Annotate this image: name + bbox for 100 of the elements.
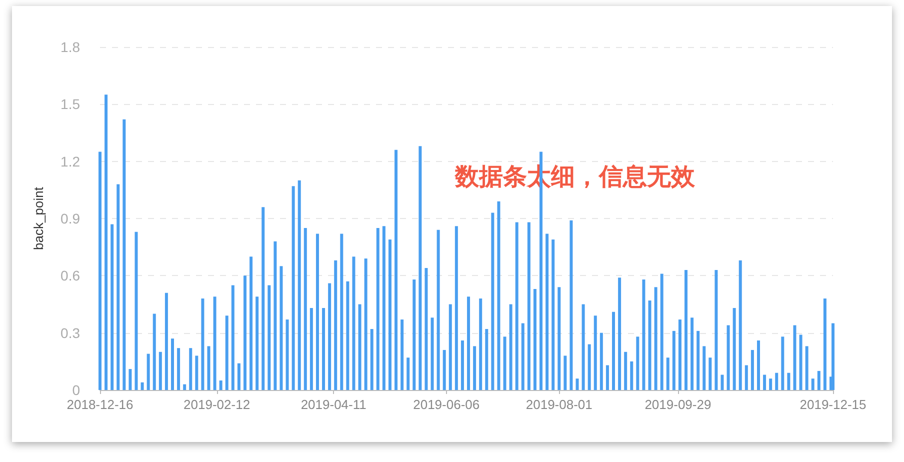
bar bbox=[600, 332, 603, 390]
bar bbox=[256, 296, 259, 390]
bar bbox=[817, 370, 820, 390]
bar bbox=[400, 319, 404, 390]
bar bbox=[576, 378, 579, 390]
bar bbox=[564, 356, 567, 390]
bar bbox=[442, 350, 446, 390]
bar bbox=[732, 308, 736, 390]
bar bbox=[152, 314, 156, 390]
bar bbox=[352, 256, 356, 390]
bar bbox=[418, 146, 422, 390]
bar bbox=[678, 319, 682, 390]
bar bbox=[738, 260, 742, 390]
bar bbox=[394, 150, 398, 390]
bar bbox=[110, 224, 114, 390]
bar bbox=[207, 346, 210, 390]
bar bbox=[430, 318, 434, 390]
bar bbox=[286, 319, 289, 390]
bar bbox=[358, 304, 362, 390]
bar bbox=[720, 374, 724, 390]
bar bbox=[170, 338, 174, 390]
bar bbox=[744, 365, 748, 390]
bar bbox=[237, 363, 240, 390]
bar bbox=[460, 340, 464, 390]
bar bbox=[274, 241, 277, 390]
bar bbox=[364, 258, 368, 390]
x-tick-label: 2019-02-12 bbox=[184, 397, 250, 412]
bar bbox=[552, 239, 555, 390]
bar bbox=[485, 329, 488, 390]
bar bbox=[509, 304, 512, 390]
y-tick-label: 1.8 bbox=[60, 39, 80, 55]
bar bbox=[412, 279, 416, 390]
bar bbox=[122, 119, 126, 390]
bar bbox=[781, 336, 784, 390]
bar bbox=[479, 298, 482, 390]
bar bbox=[225, 316, 228, 390]
bar bbox=[756, 340, 760, 390]
bar bbox=[219, 380, 222, 390]
bar bbox=[128, 369, 132, 390]
bar bbox=[497, 201, 500, 390]
bar bbox=[467, 296, 470, 390]
bar bbox=[787, 372, 790, 390]
bar bbox=[793, 325, 796, 390]
bar bbox=[158, 352, 162, 390]
bar bbox=[304, 228, 307, 390]
bar bbox=[588, 344, 591, 390]
bar bbox=[811, 378, 814, 390]
bar bbox=[201, 298, 204, 390]
bar bbox=[702, 346, 706, 390]
bar bbox=[406, 358, 410, 390]
bar bbox=[310, 308, 313, 390]
bar bbox=[370, 329, 374, 390]
y-tick-label: 0.9 bbox=[60, 210, 80, 226]
bar bbox=[140, 382, 144, 390]
bar bbox=[684, 270, 688, 390]
bar bbox=[262, 207, 265, 390]
bar bbox=[376, 228, 380, 390]
bar bbox=[624, 352, 628, 390]
y-tick-label: 0.3 bbox=[60, 324, 80, 341]
bar bbox=[618, 278, 622, 390]
bar bbox=[473, 346, 476, 390]
bar bbox=[775, 372, 778, 390]
bar bbox=[280, 266, 283, 390]
x-tick-label: 2019-09-29 bbox=[644, 397, 712, 412]
y-tick-label: 0 bbox=[72, 382, 80, 398]
bar bbox=[322, 308, 326, 390]
bar bbox=[183, 384, 186, 390]
bar bbox=[515, 222, 518, 390]
bar bbox=[146, 354, 150, 390]
y-tick-label: 1.2 bbox=[60, 153, 80, 170]
bar bbox=[696, 330, 700, 390]
x-tick-label: 2019-12-15 bbox=[800, 397, 866, 412]
bar bbox=[648, 300, 652, 390]
bar bbox=[213, 296, 216, 390]
bar bbox=[424, 268, 428, 390]
x-tick-label: 2019-04-11 bbox=[300, 397, 366, 412]
bar bbox=[642, 279, 646, 390]
bar bbox=[660, 274, 664, 390]
bar bbox=[527, 222, 530, 390]
bar bbox=[98, 152, 102, 390]
bar bbox=[116, 184, 120, 390]
bar bbox=[250, 256, 253, 390]
bar bbox=[521, 323, 524, 390]
y-tick-label: 0.6 bbox=[60, 268, 80, 284]
bar bbox=[436, 230, 440, 390]
bar bbox=[164, 292, 168, 390]
bar bbox=[690, 318, 694, 390]
bar bbox=[448, 304, 452, 390]
bar bbox=[799, 334, 802, 390]
bar bbox=[636, 336, 640, 390]
bar bbox=[316, 234, 319, 390]
bar bbox=[558, 287, 561, 390]
x-tick-label: 2019-06-06 bbox=[413, 397, 480, 412]
bar bbox=[328, 283, 332, 390]
bar bbox=[292, 186, 295, 390]
bar bbox=[750, 350, 754, 390]
bar bbox=[672, 330, 676, 390]
bar bbox=[268, 285, 271, 390]
y-axis-title: back_point bbox=[31, 186, 46, 250]
bar bbox=[582, 304, 585, 390]
